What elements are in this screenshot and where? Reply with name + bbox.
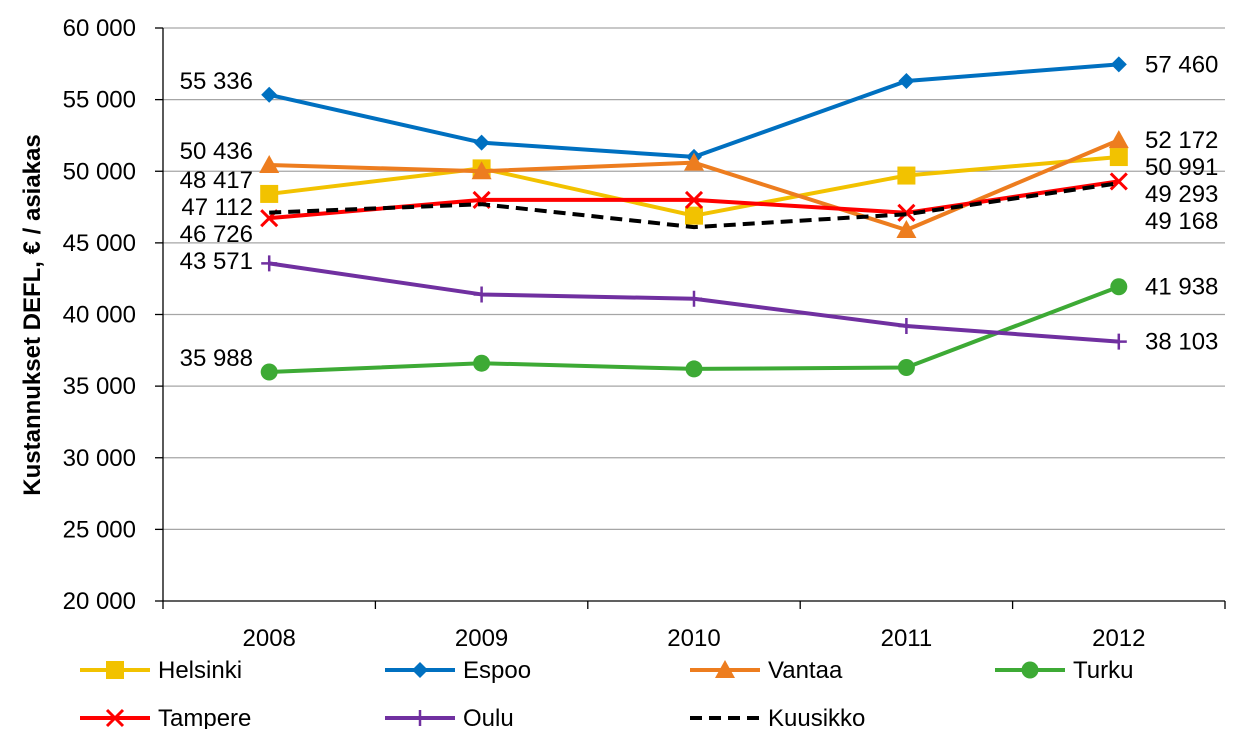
data-point: [898, 73, 915, 90]
data-label: 47 112: [181, 194, 253, 221]
data-label: 57 460: [1145, 51, 1218, 78]
data-label: 55 336: [180, 68, 253, 95]
x-tick-label: 2010: [667, 625, 720, 652]
y-tick-label: 20 000: [63, 588, 136, 615]
legend-item-turku: Turku: [995, 657, 1133, 684]
legend-label: Oulu: [463, 705, 514, 729]
data-point: [898, 317, 915, 334]
y-axis-label: Kustannukset DEFL, € / asiakas: [19, 134, 46, 495]
data-label: 35 988: [180, 345, 253, 372]
data-label: 50 436: [180, 138, 253, 165]
data-point: [897, 359, 915, 377]
data-point: [684, 190, 704, 209]
series-vantaa: [259, 130, 1129, 238]
data-label: 41 938: [1145, 274, 1218, 301]
series-group: [259, 56, 1129, 381]
series-espoo: [261, 56, 1127, 165]
legend-label: Tampere: [158, 705, 251, 729]
y-tick-label: 40 000: [63, 302, 136, 329]
series-oulu: [261, 255, 1127, 350]
data-label: 43 571: [180, 248, 253, 275]
data-point: [105, 708, 125, 728]
data-point: [260, 363, 278, 381]
y-tick-label: 30 000: [63, 445, 136, 472]
series-kuusikko: [269, 181, 1120, 230]
legend-label: Turku: [1073, 657, 1133, 684]
series-line: [269, 181, 1120, 230]
gridlines: [163, 27, 1225, 531]
y-tick-label: 45 000: [63, 230, 136, 257]
data-point: [259, 155, 280, 174]
legend-label: Espoo: [463, 657, 531, 684]
data-point: [260, 184, 279, 203]
x-tick-label: 2008: [243, 625, 296, 652]
data-point: [897, 203, 916, 222]
legend: Helsinki Espoo Vantaa Turku Tampere Oulu Kuusi…: [80, 657, 1133, 729]
data-point: [473, 354, 491, 372]
data-label: 46 726: [180, 221, 253, 248]
series-turku: [260, 278, 1128, 381]
legend-label: Helsinki: [158, 657, 242, 684]
data-point: [684, 152, 704, 171]
x-tick-labels: 2008 2009 2010 2011 2012: [243, 625, 1146, 652]
data-point: [685, 360, 703, 378]
legend-item-espoo: Espoo: [385, 657, 531, 684]
data-point: [685, 206, 703, 225]
legend-label: Vantaa: [768, 657, 843, 684]
data-point: [412, 662, 428, 678]
axes: [155, 27, 1226, 609]
y-tick-label: 55 000: [63, 87, 136, 114]
data-point: [471, 161, 492, 180]
data-point: [1109, 148, 1128, 167]
y-tick-label: 50 000: [63, 158, 136, 185]
data-label: 49 168: [1145, 208, 1218, 235]
data-label: 49 293: [1145, 181, 1218, 208]
y-tick-label: 60 000: [63, 15, 136, 42]
data-point: [715, 660, 735, 678]
data-point: [896, 219, 917, 238]
legend-label: Kuusikko: [768, 705, 865, 729]
data-point: [686, 290, 702, 307]
series-line: [268, 62, 1119, 159]
data-point: [261, 86, 278, 103]
data-point: [1110, 278, 1128, 296]
data-point: [261, 255, 278, 272]
data-point: [1108, 130, 1129, 149]
data-label: 52 172: [1145, 127, 1218, 154]
data-point: [897, 166, 916, 185]
data-point: [1110, 56, 1127, 73]
data-point: [1110, 333, 1127, 350]
data-point: [473, 134, 490, 151]
legend-item-helsinki: Helsinki: [80, 657, 242, 684]
data-point: [106, 661, 124, 679]
x-tick-label: 2011: [881, 625, 933, 652]
data-point: [1021, 661, 1039, 679]
x-tick-label: 2012: [1092, 625, 1145, 652]
legend-item-oulu: Oulu: [385, 705, 514, 729]
legend-item-vantaa: Vantaa: [690, 657, 843, 684]
data-point: [1109, 172, 1128, 191]
x-tick-label: 2009: [455, 625, 508, 652]
legend-item-tampere: Tampere: [80, 705, 251, 729]
y-tick-labels: 20 000 25 000 30 000 35 000 40 000 45 000 50 0…: [63, 15, 136, 615]
data-point: [412, 710, 428, 726]
y-tick-label: 35 000: [63, 373, 136, 400]
y-tick-label: 25 000: [63, 516, 136, 543]
data-point: [473, 286, 490, 303]
data-label: 38 103: [1145, 329, 1218, 356]
data-label: 50 991: [1145, 154, 1218, 181]
data-label: 48 417: [180, 167, 253, 194]
legend-item-kuusikko: Kuusikko: [690, 705, 865, 729]
